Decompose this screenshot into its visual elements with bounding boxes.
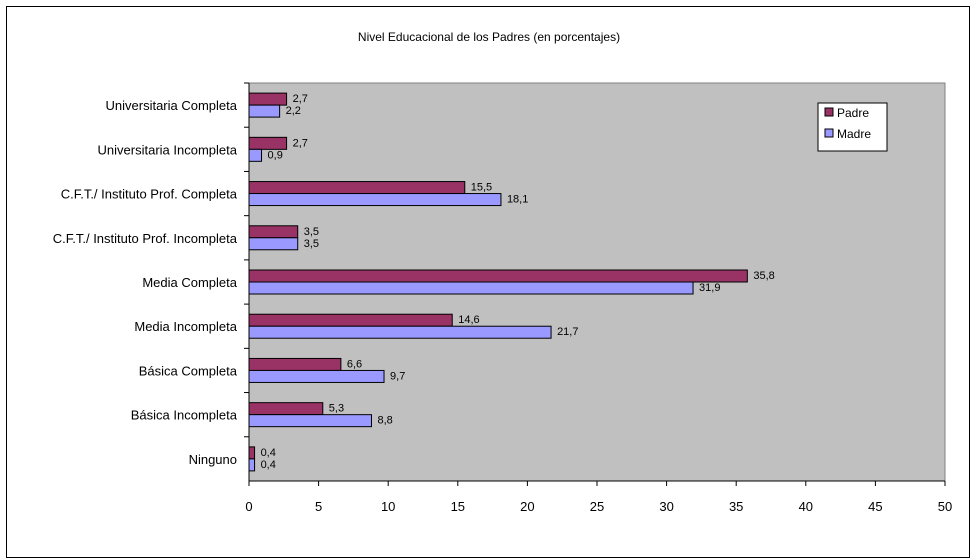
category-label: Ninguno <box>189 452 237 467</box>
data-label: 6,6 <box>347 358 362 370</box>
data-label: 2,7 <box>293 93 308 105</box>
data-label: 31,9 <box>699 282 720 294</box>
category-labels-group: Universitaria Completa Universitaria Inco… <box>53 98 238 467</box>
bar-madre <box>248 237 299 251</box>
x-tick-label: 35 <box>729 499 743 514</box>
bar-madre <box>248 369 385 383</box>
data-label: 18,1 <box>507 194 528 206</box>
x-tick-label: 10 <box>381 499 395 514</box>
legend-label-madre: Madre <box>837 127 871 141</box>
data-label: 0,4 <box>261 459 276 471</box>
x-tick-label: 20 <box>520 499 534 514</box>
data-labels-group: 2,72,22,70,915,518,13,53,535,831,914,621… <box>261 93 775 471</box>
x-tick-label: 50 <box>938 499 952 514</box>
legend: Padre Madre <box>817 102 888 152</box>
x-tick-label: 25 <box>590 499 604 514</box>
category-label: Media Incompleta <box>134 319 237 334</box>
legend-label-padre: Padre <box>837 106 869 120</box>
data-label: 9,7 <box>390 370 405 382</box>
x-tick-label: 40 <box>799 499 813 514</box>
chart-title: Nivel Educacional de los Padres (en porc… <box>357 30 621 44</box>
bar-madre <box>248 458 256 472</box>
category-label: Universitaria Incompleta <box>98 142 238 157</box>
data-label: 0,9 <box>268 149 283 161</box>
bar-madre <box>248 104 281 118</box>
data-label: 5,3 <box>329 403 344 415</box>
bar-padre <box>248 313 453 327</box>
bar-madre <box>248 193 502 207</box>
x-tick-label: 0 <box>245 499 252 514</box>
data-label: 3,5 <box>304 226 319 238</box>
data-label: 3,5 <box>304 238 319 250</box>
bar-padre <box>248 136 288 150</box>
bar-madre <box>248 325 552 339</box>
x-tick-label: 5 <box>315 499 322 514</box>
bar-padre <box>248 357 342 371</box>
bar-padre <box>248 181 466 195</box>
category-label: C.F.T./ Instituto Prof. Completa <box>61 187 238 202</box>
x-tick-label: 15 <box>451 499 465 514</box>
bars-group <box>248 92 748 472</box>
x-tick-label: 45 <box>868 499 882 514</box>
legend-swatch-madre <box>824 128 834 138</box>
data-label: 2,2 <box>286 105 301 117</box>
category-label: Media Completa <box>142 275 237 290</box>
x-tick-label: 30 <box>659 499 673 514</box>
bar-padre <box>248 446 256 460</box>
data-label: 0,4 <box>261 447 276 459</box>
data-label: 21,7 <box>557 326 578 338</box>
category-label: C.F.T./ Instituto Prof. Incompleta <box>53 231 238 246</box>
bar-padre <box>248 269 748 283</box>
category-label: Básica Completa <box>139 363 238 378</box>
bar-madre <box>248 148 263 162</box>
bar-padre <box>248 92 288 106</box>
bar-madre <box>248 414 372 428</box>
bar-padre <box>248 402 324 416</box>
data-label: 8,8 <box>377 415 392 427</box>
data-label: 14,6 <box>458 314 479 326</box>
data-label: 35,8 <box>753 270 774 282</box>
legend-swatch-padre <box>824 107 834 117</box>
category-label: Básica Incompleta <box>131 408 238 423</box>
bar-padre <box>248 225 299 239</box>
category-label: Universitaria Completa <box>106 98 238 113</box>
bar-madre <box>248 281 694 295</box>
x-axis-ticks-group: 0 5 10 15 20 25 30 35 40 45 50 <box>244 82 952 514</box>
data-label: 15,5 <box>471 182 492 194</box>
data-label: 2,7 <box>293 137 308 149</box>
